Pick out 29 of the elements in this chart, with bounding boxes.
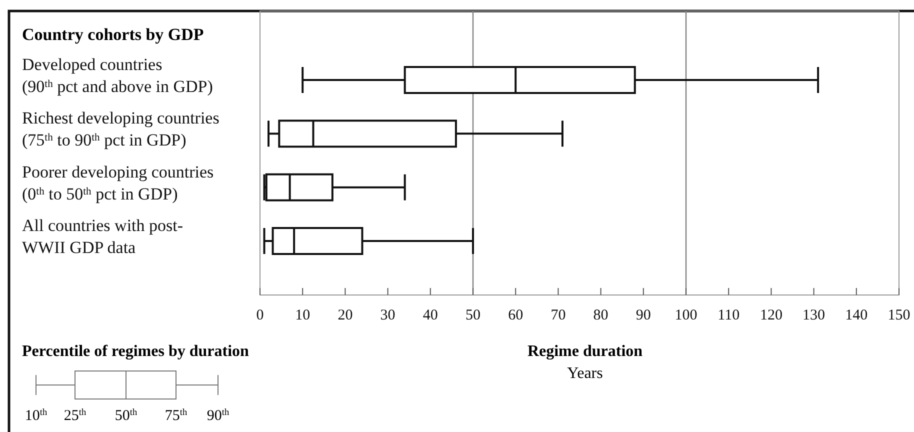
text: Percentile of regimes by duration xyxy=(22,343,250,360)
x-tick-label: 60 xyxy=(508,308,524,324)
x-tick-label: 140 xyxy=(845,308,868,324)
text: 90$^{th}$ xyxy=(206,408,230,424)
x-tick-label: 20 xyxy=(338,308,353,324)
x-tick-label: 0 xyxy=(256,308,264,324)
x-axis-title: Regime duration xyxy=(527,343,643,360)
x-tick-label: 150 xyxy=(888,308,910,324)
text: Years xyxy=(567,365,603,382)
x-tick-label: 110 xyxy=(718,308,740,324)
x-tick-label: 50 xyxy=(466,308,480,324)
y-axis-title: Country cohorts by GDP xyxy=(22,25,204,44)
x-tick-label: 80 xyxy=(593,308,608,324)
text: 10$^{th}$ xyxy=(24,408,48,424)
y-tick-label: Richest developing countries (75$^{th}$ to 90$^{th}$ pct in GDP) xyxy=(22,108,220,150)
x-tick-label: 120 xyxy=(760,308,782,324)
text: 50$^{th}$ xyxy=(114,408,138,424)
x-tick-label: 40 xyxy=(422,308,438,324)
x-tick-label: 130 xyxy=(802,308,826,324)
x-tick-label: 70 xyxy=(550,308,566,324)
y-tick-label: All countries with post- WWII GDP data xyxy=(22,216,184,257)
x-tick-label: 10 xyxy=(295,308,310,324)
x-tick-label: 100 xyxy=(674,308,698,324)
text: 75$^{th}$ xyxy=(164,408,188,424)
y-tick-label: Poorer developing countries (0$^{th}$ to 50$^{th}$ pct in GDP) xyxy=(22,162,214,204)
x-tick-label: 90 xyxy=(636,308,651,324)
text: 25$^{th}$ xyxy=(64,408,86,424)
y-tick-label: Developed countries (90$^{th}$ pct and above in GDP) xyxy=(22,55,213,96)
x-tick-label: 30 xyxy=(380,308,396,324)
